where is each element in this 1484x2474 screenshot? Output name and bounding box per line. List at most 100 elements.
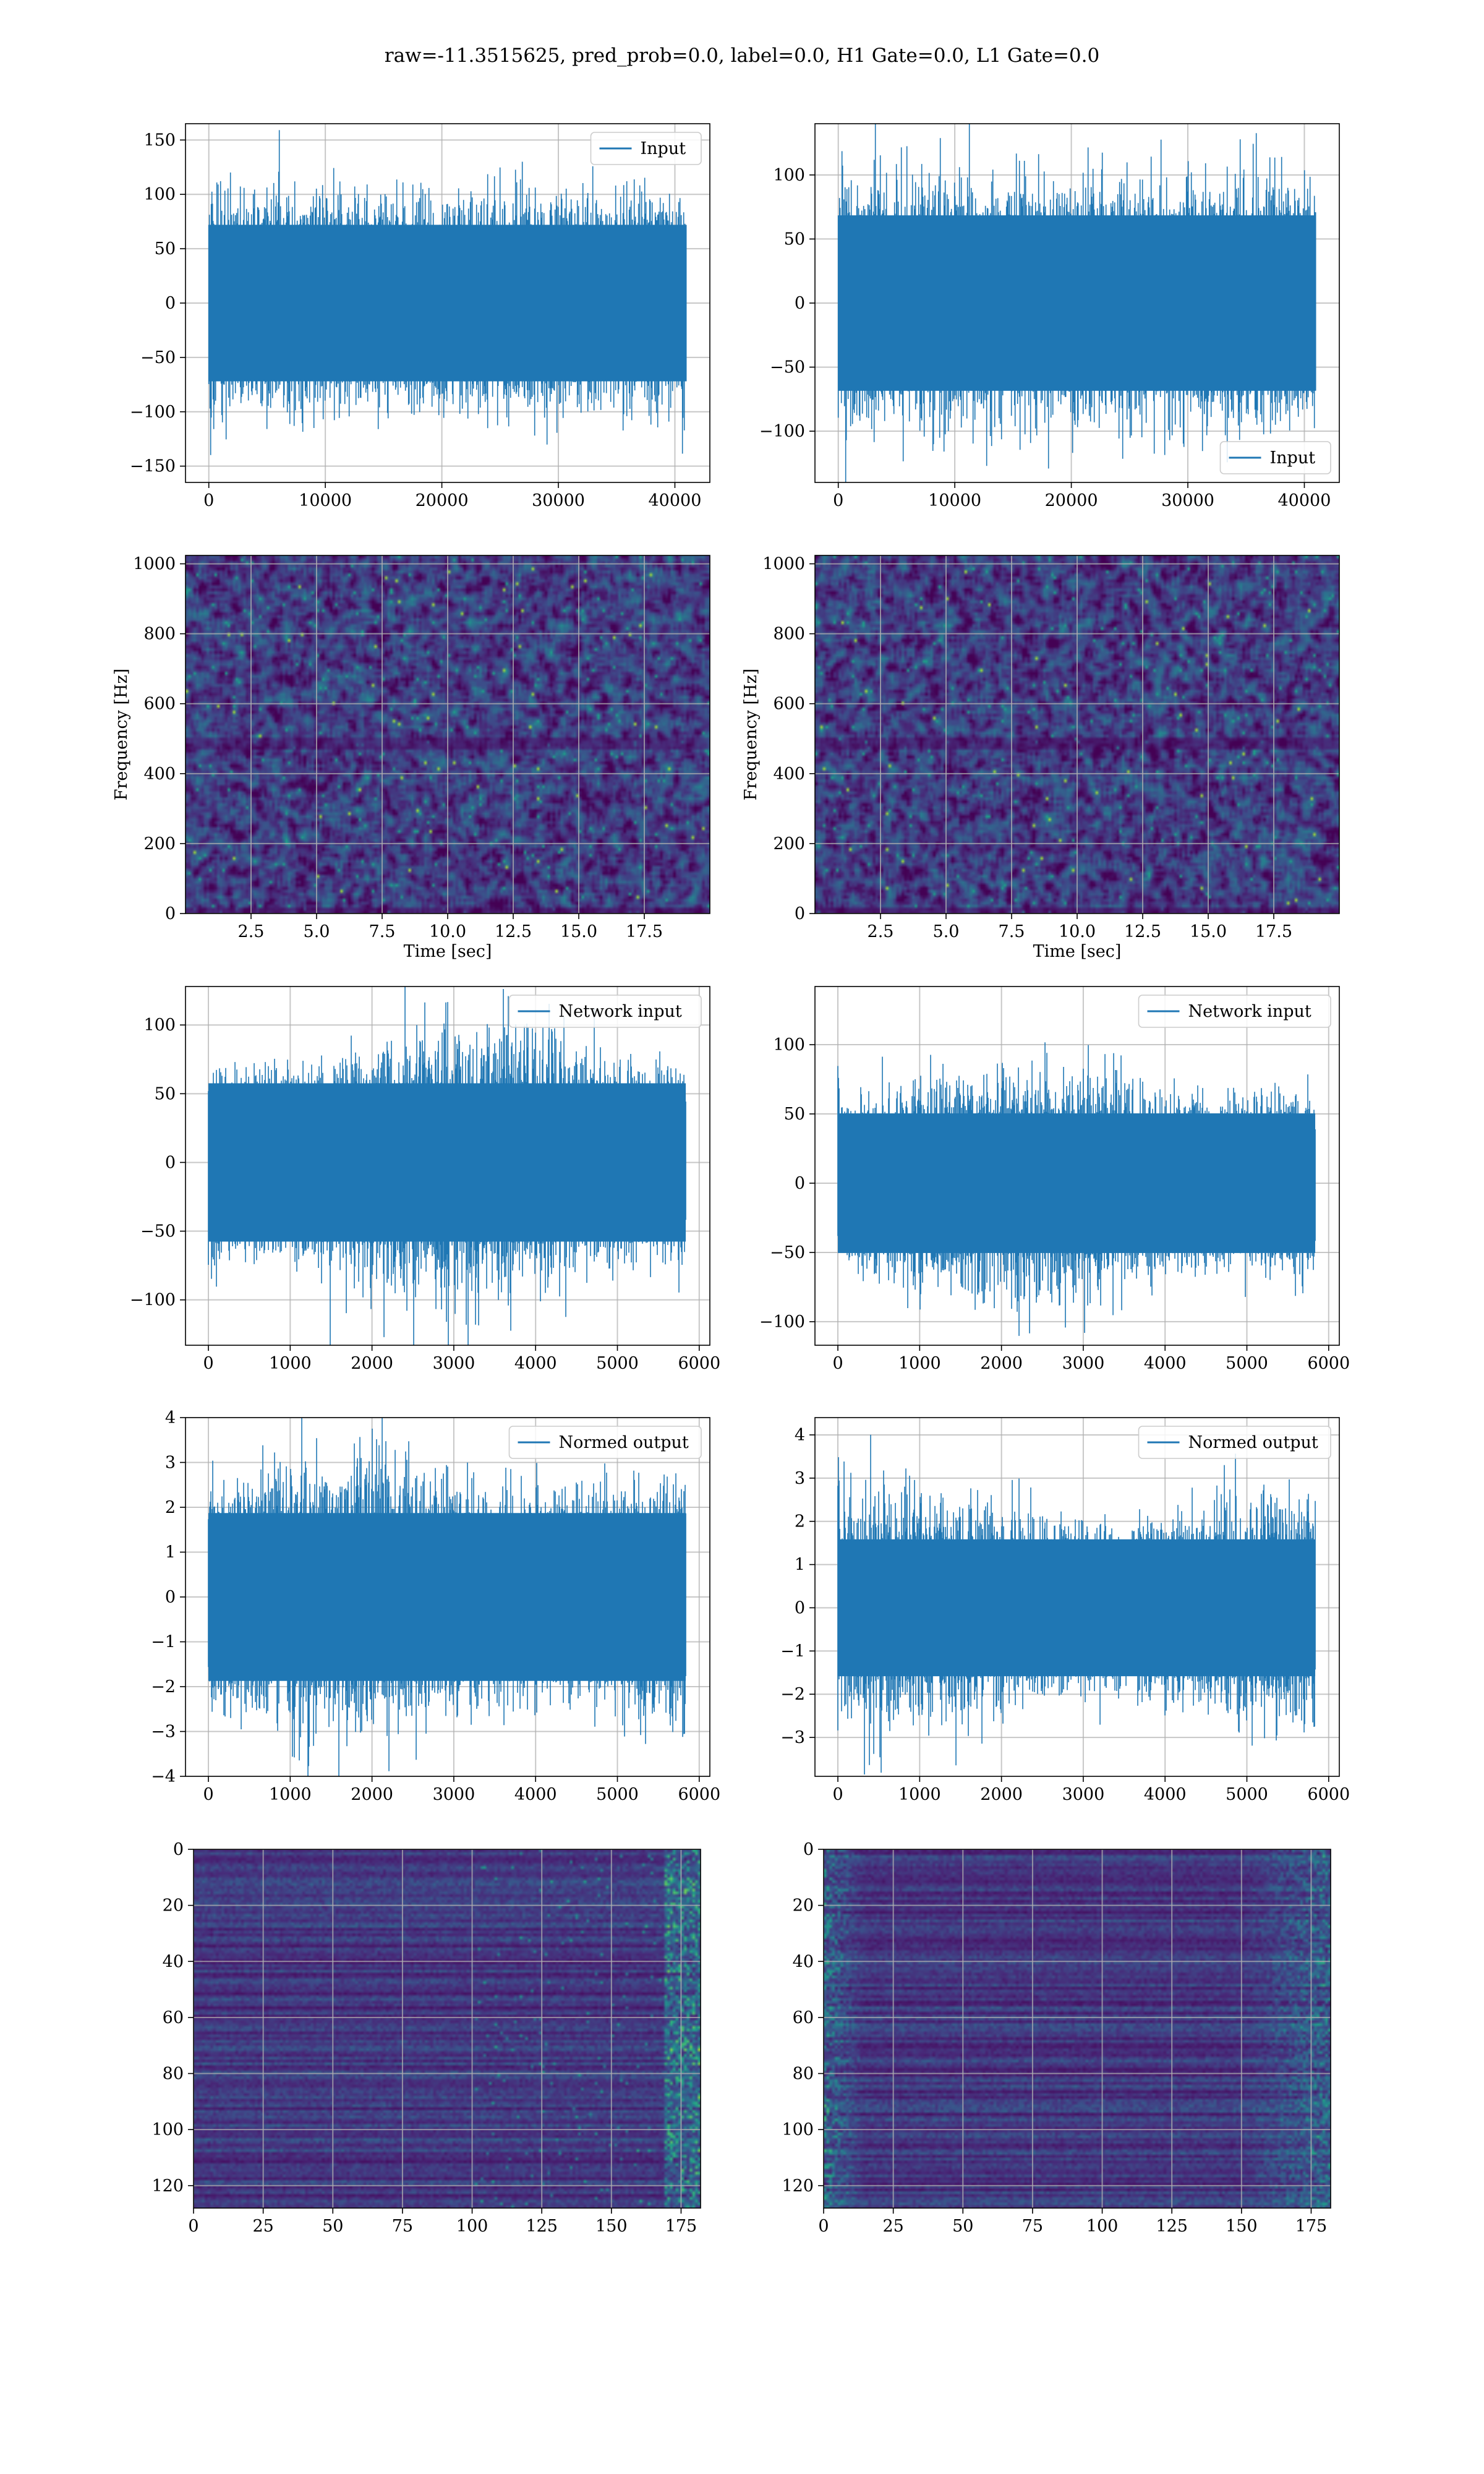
legend: Input — [590, 132, 702, 165]
x-tick-label: 17.5 — [626, 922, 663, 941]
series-core — [208, 1513, 686, 1681]
x-tick-label: 20000 — [1045, 491, 1098, 510]
plot-area — [815, 1418, 1339, 1776]
y-tick-label: 100 — [143, 1016, 176, 1035]
y-tick-label: −50 — [140, 348, 176, 367]
x-tick-label: 0 — [188, 2217, 198, 2236]
embedding-image — [824, 1849, 1331, 2208]
y-axis-label: Frequency [Hz] — [112, 669, 131, 800]
x-tick-label: 4000 — [514, 1354, 557, 1373]
x-tick-label: 5000 — [1226, 1354, 1268, 1373]
x-tick-label: 10000 — [928, 491, 981, 510]
y-tick-label: 3 — [795, 1469, 805, 1488]
x-tick-label: 6000 — [1307, 1354, 1350, 1373]
y-tick-label: −50 — [140, 1222, 176, 1241]
y-tick-label: −1 — [780, 1641, 805, 1661]
y-tick-label: 200 — [143, 834, 176, 854]
chart-spectrogram-h1: 2.5 5.0 7.5 10.0 12.5 15.0 17.5 0 200 400 600 800 10… — [112, 555, 710, 961]
axes-frame — [814, 986, 1340, 1346]
x-tick-label: 10.0 — [429, 922, 466, 941]
axes-frame — [193, 1849, 701, 2209]
x-tick-label: 6000 — [678, 1354, 720, 1373]
x-tick-label: 30000 — [1161, 491, 1214, 510]
embedding-image — [194, 1849, 701, 2208]
series-core — [838, 1113, 1316, 1253]
plot-area — [815, 555, 1339, 914]
y-tick-label: 60 — [793, 2008, 814, 2027]
legend-box — [1138, 1426, 1331, 1459]
y-tick-label: 100 — [782, 2120, 814, 2139]
y-tick-label: 0 — [165, 294, 176, 313]
x-tick-label: 100 — [456, 2217, 488, 2236]
y-tick-label: 0 — [165, 1588, 176, 1607]
y-tick-label: 100 — [773, 166, 805, 185]
legend-label: Normed output — [559, 1433, 689, 1452]
x-tick-label: 4000 — [514, 1785, 557, 1804]
chart-network-input-h1: 0 1000 2000 3000 4000 5000 6000 −100 −50 0 50 100 Ne… — [130, 986, 720, 1373]
x-tick-label: 0 — [818, 2217, 829, 2236]
legend-box — [590, 132, 702, 165]
legend-label: Network input — [559, 1002, 682, 1021]
y-tick-label: 800 — [773, 625, 805, 644]
y-tick-label: −2 — [151, 1677, 176, 1697]
y-tick-label: 400 — [143, 764, 176, 784]
x-tick-label: 125 — [526, 2217, 558, 2236]
x-tick-label: 0 — [203, 1354, 213, 1373]
axes-frame — [185, 986, 710, 1346]
x-tick-label: 3000 — [1062, 1354, 1105, 1373]
y-tick-label: 0 — [795, 904, 805, 923]
chart-normed-output-l1: 0 1000 2000 3000 4000 5000 6000 −3 −2 −1 0 1 2 3 4 Norm… — [780, 1417, 1350, 1804]
x-tick-label: 175 — [665, 2217, 697, 2236]
x-tick-label: 150 — [1226, 2217, 1258, 2236]
y-tick-label: 4 — [795, 1426, 805, 1445]
y-tick-label: −50 — [770, 1243, 805, 1262]
x-tick-label: 15.0 — [1190, 922, 1227, 941]
y-tick-label: 1000 — [133, 555, 176, 574]
y-tick-label: 150 — [143, 131, 176, 150]
y-tick-label: −4 — [151, 1767, 176, 1786]
y-tick-label: 400 — [773, 764, 805, 784]
y-tick-label: −100 — [759, 422, 805, 441]
x-tick-label: 5000 — [596, 1785, 639, 1804]
x-tick-label: 2000 — [351, 1785, 393, 1804]
x-tick-label: 30000 — [532, 491, 585, 510]
legend: Input — [1219, 441, 1331, 474]
x-tick-label: 2000 — [980, 1354, 1023, 1373]
chart-normed-output-h1: 0 1000 2000 3000 4000 5000 6000 −4 −3 −2 −1 0 1 2 3 4 No… — [151, 1408, 720, 1804]
x-tick-label: 5000 — [1226, 1785, 1268, 1804]
y-tick-label: 1 — [795, 1556, 805, 1575]
legend-box — [508, 995, 702, 1028]
y-tick-label: 0 — [795, 1598, 805, 1617]
x-tick-label: 100 — [1086, 2217, 1119, 2236]
plot-area — [186, 1418, 710, 1776]
x-tick-label: 4000 — [1144, 1354, 1187, 1373]
y-tick-label: 60 — [163, 2008, 184, 2027]
legend-label: Normed output — [1188, 1433, 1318, 1452]
x-tick-label: 40000 — [649, 491, 702, 510]
x-tick-label: 17.5 — [1255, 922, 1292, 941]
axes-frame — [823, 1849, 1331, 2209]
y-tick-label: −50 — [770, 358, 805, 377]
y-tick-label: 50 — [155, 1084, 176, 1103]
y-tick-label: 2 — [795, 1512, 805, 1531]
x-tick-label: 0 — [832, 1354, 843, 1373]
y-tick-label: 4 — [165, 1408, 176, 1427]
chart-spectrogram-l1: 2.5 5.0 7.5 10.0 12.5 15.0 17.5 0 200 400 600 800 10… — [741, 555, 1340, 961]
legend-box — [508, 1426, 702, 1459]
y-tick-label: −150 — [130, 457, 176, 476]
y-tick-label: 1000 — [762, 555, 805, 574]
x-tick-label: 2.5 — [868, 922, 894, 941]
x-tick-label: 0 — [833, 491, 843, 510]
plot-area — [815, 124, 1339, 482]
y-tick-label: 120 — [151, 2177, 184, 2196]
legend-label: Input — [1270, 448, 1316, 468]
x-tick-label: 7.5 — [999, 922, 1025, 941]
plot-area — [194, 1849, 701, 2208]
y-tick-label: 0 — [165, 1153, 176, 1172]
y-tick-label: −1 — [151, 1633, 176, 1652]
x-tick-label: 50 — [322, 2217, 343, 2236]
series-core — [208, 225, 686, 382]
legend: Network input — [508, 995, 702, 1028]
y-tick-label: 50 — [784, 1105, 805, 1124]
